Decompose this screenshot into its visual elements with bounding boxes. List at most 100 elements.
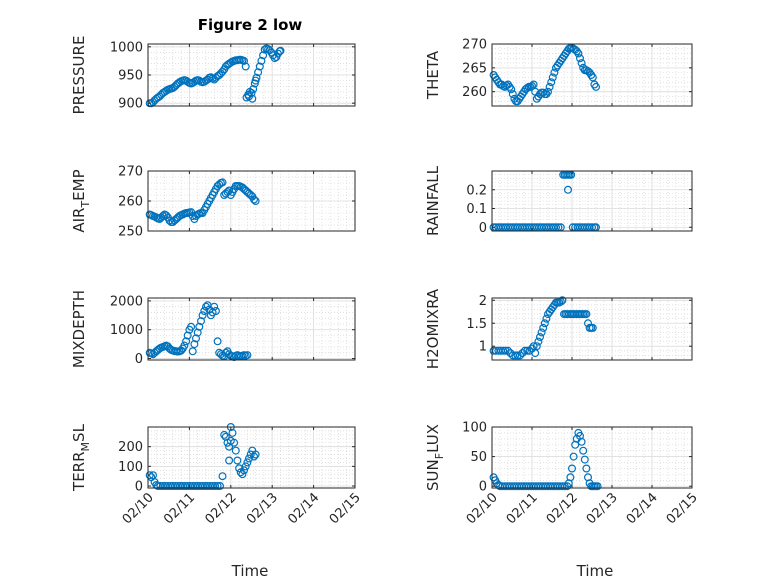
data-point [198,482,207,491]
data-point [230,438,239,447]
y-tick-label: 200 [118,440,143,455]
axes-box [491,297,693,361]
data-point [168,482,177,491]
data-point [241,62,250,71]
y-axis-label-main: H2OMIXRA [424,288,442,369]
y-tick-label: 2 [479,294,487,309]
data-point [504,346,513,355]
data-point [245,92,254,101]
y-tick-label: 1.5 [466,317,487,332]
y-tick-label: 1000 [110,40,143,55]
y-axis-label-tail: SL [70,423,88,442]
data-point [501,346,510,355]
data-point [520,346,529,355]
data-point [580,455,589,464]
y-axis-label: TERRMSL [70,423,92,492]
y-tick-label: 0 [135,352,143,367]
axes-box [147,426,356,489]
data-point [250,195,259,204]
y-tick-label: 1 [479,340,487,355]
data-point [523,346,532,355]
data-point [545,82,554,91]
data-series [489,43,600,106]
y-axis-label-tail: EMP [70,169,88,200]
data-point [233,456,242,465]
data-point [190,340,199,349]
data-point [582,310,591,319]
y-axis-label-subscript: F [433,453,446,459]
y-axis-label-main: MIXDEPTH [70,290,88,368]
subplot-air: 250 260 270 AIRTEMP [70,165,356,240]
data-point [575,54,584,63]
data-point [572,47,581,56]
data-point [535,333,544,342]
data-point [145,471,154,480]
y-axis-label: AIRTEMP [70,169,92,232]
y-tick-label: 0 [135,480,143,495]
data-point [153,482,162,491]
subplot-pressure: 900 950 1000 PRESSURE [70,36,356,114]
data-point [591,82,600,91]
data-series [145,44,285,108]
y-axis-label-main: TERR [70,451,88,492]
data-point [567,464,576,473]
data-point [200,307,209,316]
data-point [211,482,220,491]
data-point [543,87,552,96]
data-point [534,337,543,346]
data-point [225,456,234,465]
data-point [206,482,215,491]
data-point [539,323,548,332]
data-point [257,56,266,65]
y-tick-label: 100 [462,421,487,436]
data-point [218,178,227,187]
data-point [243,458,252,467]
data-point [173,482,182,491]
data-point [537,328,546,337]
y-tick-label: 270 [462,38,487,53]
y-axis-label-subscript: T [79,201,92,209]
y-tick-label: 265 [462,61,487,76]
data-point [542,314,551,323]
y-axis-label: RAINFALL [424,165,442,236]
data-point [574,49,583,58]
data-point [593,482,602,491]
data-point [532,342,541,351]
data-series [145,423,260,491]
axes-box [491,170,693,232]
data-point [245,454,254,463]
data-point [220,430,229,439]
data-point [180,341,189,350]
data-point [540,319,549,328]
x-axis-label-right: Time [576,562,614,580]
data-point [563,185,572,194]
data-point [529,80,538,89]
y-tick-label: 0.1 [466,202,487,217]
data-point [548,73,557,82]
data-point [582,464,591,473]
data-point [260,45,269,54]
data-point [171,482,180,491]
data-point [197,317,206,326]
y-tick-label: 270 [118,165,143,180]
data-point [198,311,207,320]
data-point [241,462,250,471]
data-series [145,301,252,362]
plot-area [492,298,692,360]
data-point [513,351,522,360]
data-point [588,323,597,332]
y-tick-label: 0.2 [466,183,487,198]
data-point [203,482,212,491]
data-point [183,331,192,340]
data-point [251,450,260,459]
plot-area [492,427,692,488]
data-point [240,466,249,475]
data-point [254,68,263,77]
y-tick-label: 50 [470,450,487,465]
y-tick-label: 900 [118,97,143,112]
data-point [251,197,260,206]
subplot-mixdepth: 0 1000 2000 MIXDEPTH [70,290,356,368]
data-point [577,59,586,68]
data-point [259,51,268,60]
